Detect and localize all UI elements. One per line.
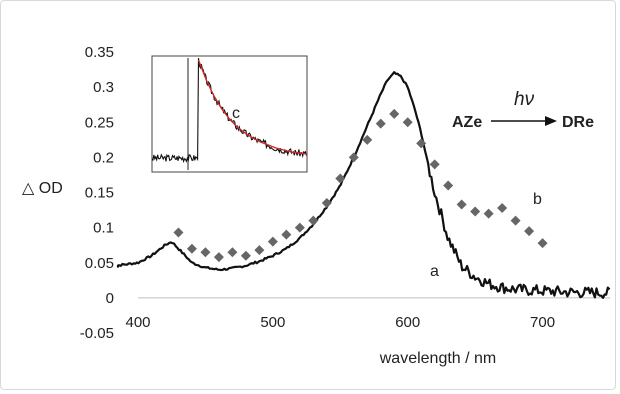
series-b-marker <box>213 252 224 263</box>
x-tick-label: 600 <box>395 314 420 331</box>
y-tick-label: 0.05 <box>85 255 114 272</box>
product-label: DRe <box>562 114 594 131</box>
x-axis-title: wavelength / nm <box>379 350 497 367</box>
series-b-marker <box>173 227 184 238</box>
arrow-label: hν <box>514 89 535 110</box>
reactant-label: AZe <box>452 114 482 131</box>
series-b-marker <box>200 247 211 258</box>
y-axis-title: △ OD <box>22 180 63 197</box>
series-b-marker <box>186 243 197 254</box>
series-b-marker <box>497 202 508 213</box>
inset-label: c <box>232 105 240 122</box>
series-b-marker <box>240 250 251 261</box>
series-a-line <box>116 71 611 299</box>
reaction-scheme: AZe hν DRe <box>452 89 594 131</box>
x-tick-labels: 400 500 600 700 <box>125 314 555 331</box>
x-tick-label: 400 <box>125 314 150 331</box>
inset-fit-curve <box>197 59 308 155</box>
series-b-marker <box>375 118 386 129</box>
reaction-arrowhead <box>545 116 557 126</box>
y-tick-label: 0.15 <box>85 185 114 202</box>
inset-frame <box>151 55 308 173</box>
series-b-marker <box>321 198 332 209</box>
y-tick-label: 0.3 <box>93 79 114 96</box>
series-b-marker <box>267 236 278 247</box>
series-b-marker <box>227 247 238 258</box>
inset-plot: c <box>151 55 308 173</box>
series-b-marker <box>470 206 481 217</box>
series-b-marker <box>443 180 454 191</box>
y-tick-label: -0.05 <box>80 325 114 342</box>
y-tick-labels: 0.35 0.3 0.25 0.2 0.15 0.1 0.05 0 -0.05 <box>80 44 114 342</box>
series-b-label: b <box>533 191 542 208</box>
y-tick-label: 0 <box>106 290 114 307</box>
series-b-marker <box>524 226 535 237</box>
series-b-marker <box>389 108 400 119</box>
series-b-marker <box>294 222 305 233</box>
x-tick-label: 500 <box>260 314 285 331</box>
y-tick-label: 0.35 <box>85 44 114 61</box>
series-b-marker <box>362 134 373 145</box>
series-b-marker <box>483 208 494 219</box>
series-b-marker <box>335 173 346 184</box>
series-b-marker <box>537 238 548 249</box>
series-b-marker <box>402 117 413 128</box>
y-tick-label: 0.25 <box>85 114 114 131</box>
series-b-marker <box>348 152 359 163</box>
y-tick-label: 0.2 <box>93 149 114 166</box>
series-a-label: a <box>430 263 439 280</box>
series-b-markers <box>173 108 548 263</box>
series-b-marker <box>510 215 521 226</box>
y-tick-label: 0.1 <box>93 220 114 237</box>
series-b-marker <box>429 159 440 170</box>
series-b-marker <box>456 199 467 210</box>
series-b-marker <box>281 229 292 240</box>
series-b-marker <box>308 215 319 226</box>
x-tick-label: 700 <box>530 314 555 331</box>
series-b-marker <box>254 245 265 256</box>
series-b-marker <box>416 138 427 149</box>
